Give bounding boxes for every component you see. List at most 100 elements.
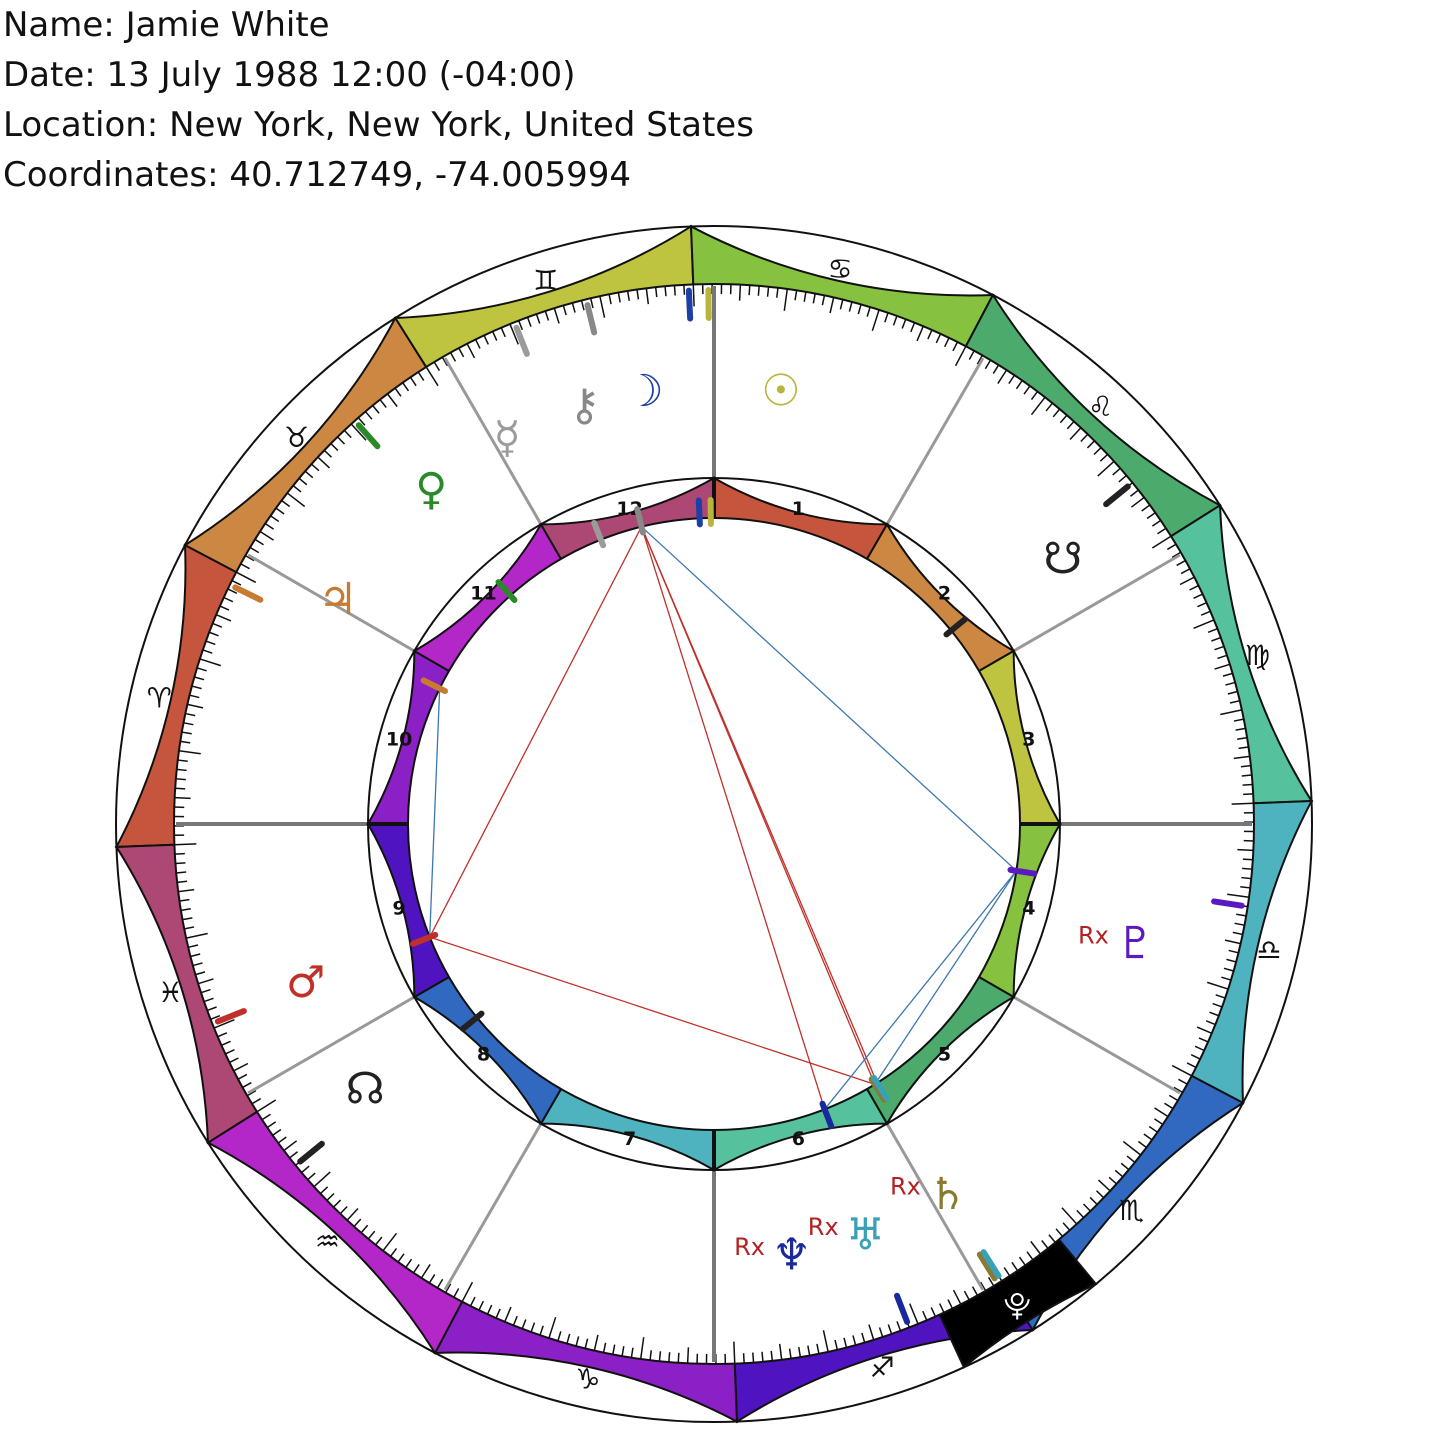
degree-tick	[1118, 474, 1127, 483]
pluto-zodiac-marker	[1211, 898, 1245, 909]
degree-tick	[1171, 551, 1182, 559]
chiron-icon: ⚷	[568, 380, 600, 431]
degree-tick	[301, 1165, 310, 1174]
degree-tick	[794, 290, 798, 301]
lilith-icon: ⯓	[1004, 1289, 1031, 1322]
degree-tick	[868, 1324, 875, 1341]
aspect-line	[429, 526, 643, 938]
degree-tick	[441, 356, 449, 367]
date-line: Date: 13 July 1988 12:00 (-04:00)	[3, 55, 576, 95]
degree-tick	[360, 1224, 369, 1234]
degree-tick	[668, 1352, 671, 1363]
degree-tick	[752, 1352, 755, 1363]
degree-tick	[176, 871, 187, 874]
degree-tick	[372, 405, 380, 414]
house-cusp-line-9	[247, 995, 416, 1095]
jupiter-house-marker	[420, 677, 449, 695]
degree-tick	[412, 1264, 420, 1274]
saturn-zodiac-marker	[976, 1251, 998, 1282]
degree-tick	[612, 1344, 616, 1355]
degree-tick	[235, 571, 257, 584]
degree-tick	[1141, 504, 1151, 512]
degree-tick	[197, 978, 214, 985]
aspect-line	[640, 526, 826, 1110]
degree-tick	[364, 411, 373, 420]
neptune-house-marker	[819, 1100, 835, 1130]
degree-tick	[409, 376, 417, 387]
degree-tick	[1190, 1053, 1201, 1060]
degree-tick	[1015, 380, 1023, 390]
degree-tick	[254, 538, 264, 546]
degree-tick	[386, 393, 398, 408]
north-node-zodiac-marker	[297, 1140, 325, 1165]
degree-tick	[1194, 1045, 1205, 1052]
degree-tick	[1137, 1140, 1147, 1149]
jupiter-zodiac-marker	[232, 584, 264, 603]
degree-tick	[866, 306, 871, 317]
degree-tick	[1120, 1162, 1130, 1171]
venus-zodiac-marker	[355, 422, 381, 450]
degree-tick	[636, 289, 640, 300]
degree-tick	[1130, 489, 1139, 497]
degree-tick	[187, 703, 204, 709]
degree-tick	[1048, 1234, 1056, 1243]
degree-tick	[927, 329, 933, 340]
house-cusp-line-12	[443, 357, 543, 526]
mars-house-marker	[409, 931, 439, 947]
degree-tick	[1242, 858, 1253, 861]
degree-tick	[602, 1342, 607, 1353]
degree-tick	[1196, 1026, 1213, 1034]
degree-tick	[1030, 391, 1039, 401]
degree-tick	[1173, 1086, 1183, 1094]
degree-tick	[580, 300, 585, 311]
degree-tick	[1069, 427, 1082, 441]
scorpio-icon: ♏	[1119, 1194, 1144, 1227]
degree-tick	[175, 787, 186, 790]
degree-tick	[1143, 1133, 1153, 1141]
neptune-zodiac-marker	[893, 1292, 911, 1325]
degree-tick	[466, 343, 476, 359]
degree-tick	[212, 622, 223, 628]
degree-tick	[1193, 593, 1203, 600]
degree-tick	[1232, 931, 1243, 936]
planet-markers	[214, 287, 1245, 1325]
degree-tick	[984, 359, 992, 370]
degree-tick	[375, 1236, 383, 1246]
degree-tick	[1093, 446, 1102, 456]
chiron-zodiac-marker	[584, 302, 598, 336]
degree-tick	[192, 962, 203, 967]
degree-tick	[217, 1032, 228, 1038]
degree-tick	[382, 1232, 398, 1252]
pluto-house-marker	[1007, 866, 1038, 877]
degree-tick	[943, 337, 950, 348]
degree-tick	[884, 312, 889, 323]
degree-tick	[947, 1299, 954, 1309]
degree-tick	[930, 1307, 937, 1317]
degree-tick	[402, 382, 410, 392]
aspect-line	[874, 870, 1017, 1085]
degree-tick	[1186, 1062, 1197, 1069]
degree-tick	[584, 1338, 589, 1349]
degree-tick	[478, 1300, 485, 1311]
degree-tick	[971, 1286, 979, 1296]
retrograde-label: Rx	[890, 1173, 921, 1201]
degree-tick	[242, 1081, 252, 1089]
degree-tick	[621, 1346, 625, 1357]
degree-tick	[1227, 893, 1250, 899]
degree-tick	[829, 297, 835, 314]
degree-tick	[174, 796, 191, 800]
degree-tick	[733, 1341, 736, 1364]
degree-tick	[1241, 774, 1252, 777]
degree-tick	[194, 676, 205, 681]
degree-tick	[822, 1330, 829, 1352]
degree-tick	[1212, 1002, 1223, 1008]
degree-tick	[1241, 876, 1252, 880]
degree-tick	[444, 1283, 452, 1293]
retrograde-label: Rx	[808, 1213, 839, 1241]
degree-tick	[1089, 1196, 1098, 1206]
neptune-icon: ♆	[772, 1230, 811, 1281]
degree-tick	[1222, 672, 1233, 677]
degree-tick	[178, 749, 201, 755]
zodiac-ring: ♈ ♉ ♊ ♋ ♌ ♍ ♎ ♏ ♐ ♑ ♒ ♓ ⯓	[114, 224, 1314, 1424]
